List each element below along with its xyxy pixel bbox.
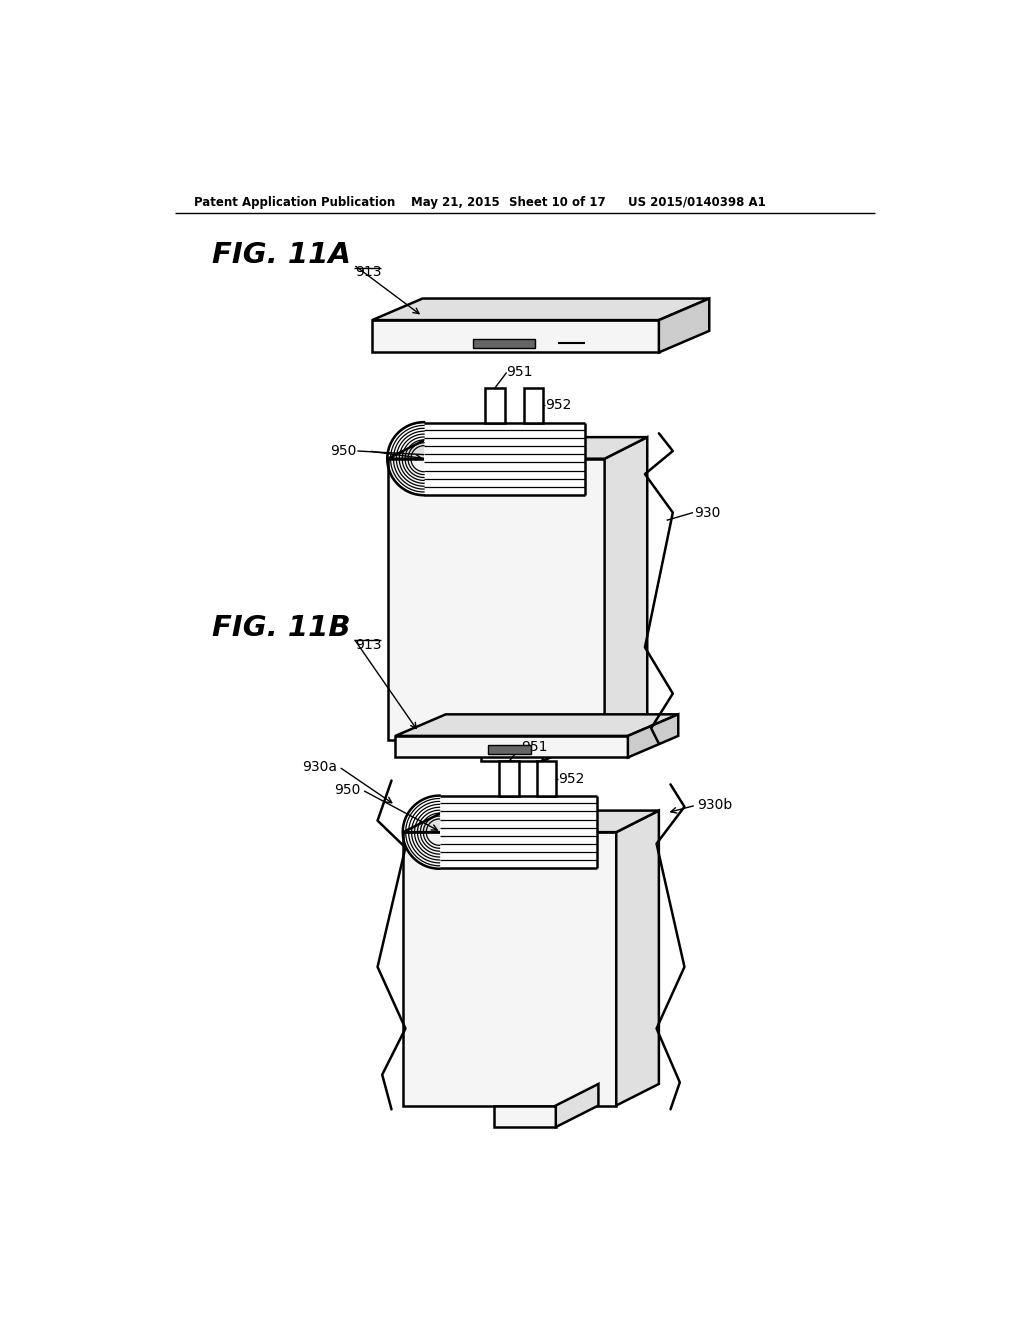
Polygon shape <box>543 718 586 762</box>
Text: 930b: 930b <box>697 799 733 812</box>
Text: FIG. 11B: FIG. 11B <box>212 614 350 642</box>
Polygon shape <box>480 739 543 762</box>
Polygon shape <box>628 714 678 758</box>
Text: 951: 951 <box>507 366 534 379</box>
Polygon shape <box>388 437 647 459</box>
Polygon shape <box>395 737 628 758</box>
Text: Sheet 10 of 17: Sheet 10 of 17 <box>509 195 606 209</box>
Polygon shape <box>439 796 597 869</box>
Text: 950: 950 <box>331 444 356 458</box>
Polygon shape <box>424 422 586 495</box>
Text: 930a: 930a <box>302 760 337 774</box>
Text: May 21, 2015: May 21, 2015 <box>411 195 500 209</box>
Polygon shape <box>524 388 544 422</box>
Polygon shape <box>658 298 710 352</box>
Text: 952: 952 <box>546 399 571 412</box>
Polygon shape <box>473 339 535 348</box>
Polygon shape <box>556 1084 598 1127</box>
Polygon shape <box>494 1106 556 1127</box>
Polygon shape <box>372 298 710 321</box>
Text: 913: 913 <box>355 265 382 280</box>
Polygon shape <box>500 762 519 796</box>
Text: Patent Application Publication: Patent Application Publication <box>194 195 395 209</box>
Text: 913: 913 <box>355 638 382 652</box>
Polygon shape <box>395 714 678 737</box>
Text: 950: 950 <box>334 783 360 797</box>
Polygon shape <box>372 321 658 352</box>
Polygon shape <box>403 810 658 832</box>
Polygon shape <box>604 437 647 739</box>
Polygon shape <box>403 832 616 1106</box>
Polygon shape <box>388 459 604 739</box>
Text: US 2015/0140398 A1: US 2015/0140398 A1 <box>628 195 766 209</box>
Text: 951: 951 <box>520 741 547 755</box>
Polygon shape <box>485 388 505 422</box>
Polygon shape <box>538 762 556 796</box>
Text: FIG. 11A: FIG. 11A <box>212 240 350 269</box>
Polygon shape <box>616 810 658 1106</box>
Text: 930: 930 <box>693 506 720 520</box>
Text: 952: 952 <box>558 772 585 785</box>
Polygon shape <box>488 744 531 754</box>
